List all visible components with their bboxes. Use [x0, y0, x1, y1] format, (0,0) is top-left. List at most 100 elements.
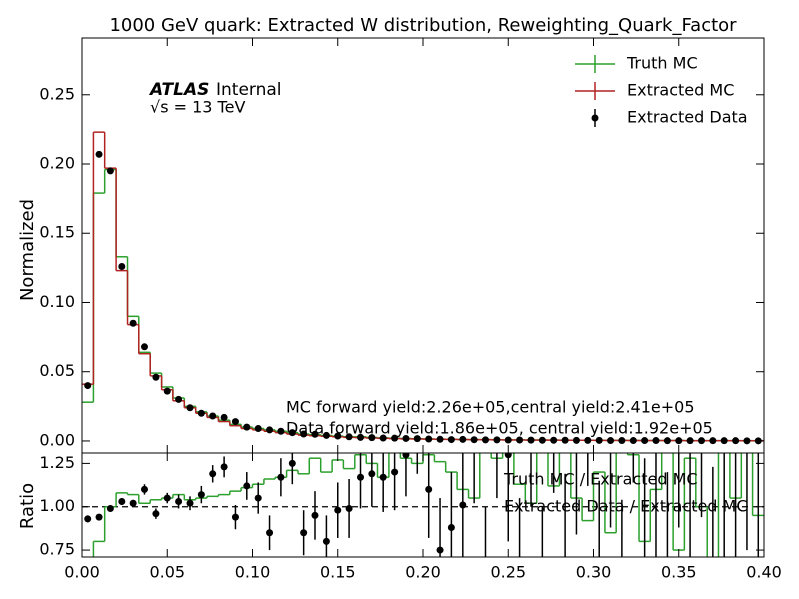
y-tick-label: 0.75 — [39, 540, 75, 559]
legend-label: Extracted Data / Extracted MC — [504, 497, 748, 516]
data-point — [572, 436, 580, 444]
legend-label: Extracted Data — [627, 108, 748, 127]
data-point — [641, 590, 648, 597]
x-tick-label: 0.15 — [320, 563, 356, 582]
data-point — [504, 436, 512, 444]
x-tick-label: 0.35 — [661, 563, 697, 582]
chart-title: 1000 GeV quark: Extracted W distribution… — [109, 15, 737, 36]
data-point — [152, 373, 160, 381]
data-point — [209, 470, 217, 478]
data-point — [402, 453, 410, 459]
data-point — [459, 435, 467, 443]
data-point — [732, 437, 740, 445]
legend-label: Truth MC / Extracted MC — [503, 470, 698, 489]
data-point — [675, 382, 682, 389]
data-point — [95, 513, 103, 521]
data-point — [84, 515, 92, 523]
data-point — [516, 436, 524, 444]
y-axis-label: Normalized — [17, 199, 38, 301]
data-point — [368, 434, 376, 442]
data-point — [243, 482, 251, 490]
data-point — [481, 436, 489, 444]
data-point — [663, 437, 671, 445]
data-point — [652, 437, 660, 445]
data-point — [129, 319, 137, 327]
data-point — [584, 436, 592, 444]
y-axis-label: Ratio — [17, 483, 38, 529]
data-point — [300, 430, 308, 438]
data-point — [152, 510, 160, 518]
data-point — [175, 395, 183, 403]
data-point — [175, 498, 183, 506]
y-tick-label: 0.25 — [39, 84, 75, 103]
data-point — [743, 437, 751, 445]
energy-label: √s = 13 TeV — [150, 98, 245, 117]
data-point — [266, 529, 274, 537]
data-point — [550, 436, 558, 444]
data-point — [527, 436, 535, 444]
data-point — [618, 437, 626, 445]
data-point — [550, 382, 557, 389]
data-point — [254, 424, 262, 432]
data-point — [459, 501, 467, 509]
data-point — [288, 459, 296, 467]
data-point — [231, 418, 239, 426]
y-tick-label: 0.10 — [39, 292, 75, 311]
data-point — [709, 437, 717, 445]
data-point — [698, 437, 706, 445]
data-point — [630, 347, 637, 354]
data-point — [243, 423, 251, 431]
y-tick-label: 1.25 — [39, 453, 75, 472]
data-point — [425, 485, 433, 493]
plot-area — [82, 131, 764, 445]
legend-label: Extracted MC — [627, 81, 734, 100]
data-point — [379, 434, 387, 442]
legend-marker — [591, 114, 599, 122]
x-tick-label: 0.10 — [235, 563, 271, 582]
data-point — [288, 429, 296, 437]
data-point — [686, 437, 694, 445]
data-point — [641, 437, 649, 445]
data-point — [391, 468, 399, 476]
data-point — [425, 435, 433, 443]
data-point — [220, 413, 228, 421]
data-point — [607, 437, 615, 445]
y-tick-label: 0.15 — [39, 223, 75, 242]
data-point — [334, 506, 342, 514]
data-point — [106, 504, 114, 512]
data-point — [231, 513, 239, 521]
data-point — [129, 499, 137, 507]
data-point — [629, 437, 637, 445]
data-point — [118, 262, 126, 270]
data-point — [254, 494, 262, 502]
data-point — [379, 473, 387, 481]
data-point — [447, 436, 455, 444]
data-point — [391, 434, 399, 442]
data-point — [436, 435, 444, 443]
data-point — [493, 436, 501, 444]
data-point — [538, 436, 546, 444]
x-tick-label: 0.05 — [149, 563, 185, 582]
data-point — [436, 546, 444, 554]
data-point — [197, 409, 205, 417]
data-point — [732, 581, 739, 588]
data-point — [721, 417, 728, 424]
data-point — [220, 463, 228, 471]
data-point — [118, 498, 126, 506]
data-point — [720, 437, 728, 445]
y-tick-label: 0.20 — [39, 154, 75, 173]
data-point — [311, 511, 319, 519]
y-tick-label: 0.05 — [39, 361, 75, 380]
data-point — [357, 433, 365, 441]
x-tick-label: 0.30 — [576, 563, 612, 582]
data-point — [345, 504, 353, 512]
data-point — [345, 433, 353, 441]
data-point — [482, 573, 489, 580]
data-point — [413, 435, 421, 443]
x-tick-label: 0.20 — [405, 563, 441, 582]
data-point — [266, 426, 274, 434]
data-point — [402, 434, 410, 442]
data-point — [516, 590, 523, 597]
data-point — [595, 436, 603, 444]
